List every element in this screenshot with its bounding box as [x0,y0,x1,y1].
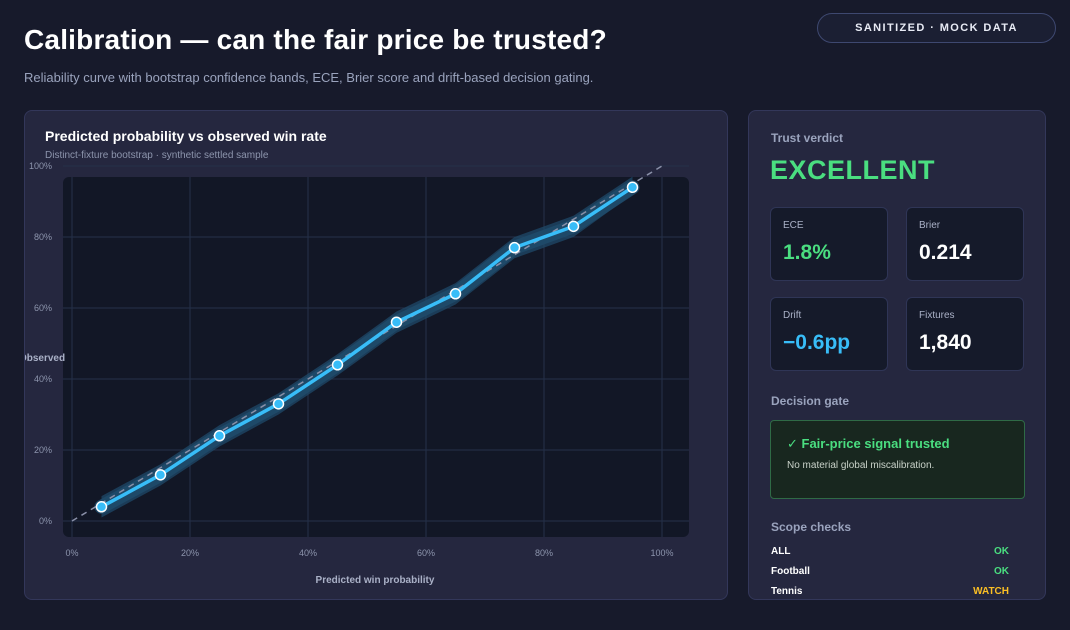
metric-card-fixtures: Fixtures 1,840 [906,297,1024,371]
scope-row-tennis: Tennis WATCH [771,586,1009,602]
gate-status-note: No material global miscalibration. [787,460,935,471]
mock-data-badge: SANITIZED · MOCK DATA [817,13,1056,43]
data-point [95,501,108,513]
metric-label: ECE [783,220,804,231]
trust-verdict-label: Trust verdict [771,131,844,145]
y-tick-label: 0% [39,516,52,526]
metric-card-drift: Drift −0.6pp [770,297,888,371]
scope-name: ALL [771,546,791,557]
reliability-chart: 0% 20% 40% 60% 80% 100% 0% 20% 40% 60% 80% 100% Pred… [25,161,689,586]
metric-card-ece: ECE 1.8% [770,207,888,281]
decision-gate-label: Decision gate [771,394,850,408]
data-point [390,316,403,328]
y-tick-label: 100% [29,161,52,171]
data-point [449,288,462,300]
scope-row-all: ALL OK [771,546,1009,562]
x-tick-label: 60% [417,548,435,558]
metric-label: Drift [783,310,802,321]
data-point [272,398,285,410]
x-tick-label: 20% [181,548,199,558]
chart-panel: 0% 20% 40% 60% 80% 100% 0% 20% 40% 60% 80% 100% Pred… [24,110,728,600]
y-tick-label: 20% [34,445,52,455]
data-point [508,241,521,254]
metric-value: 0.214 [919,241,972,264]
scope-status: WATCH [973,586,1009,597]
y-tick-label: 80% [34,232,52,242]
scope-name: Tennis [771,586,803,597]
decision-gate-box: ✓ Fair-price signal trusted No material … [770,420,1025,499]
x-axis-label: Predicted win probability [316,575,435,586]
data-point [567,220,580,233]
metric-card-brier: Brier 0.214 [906,207,1024,281]
trust-panel: Trust verdict EXCELLENT ECE 1.8% Brier 0… [748,110,1046,600]
gate-status-title: ✓ Fair-price signal trusted [787,436,950,451]
data-point [626,181,639,194]
page-title: Calibration — can the fair price be trus… [24,24,607,55]
y-tick-label: 40% [34,374,52,384]
data-point [213,430,226,442]
metric-label: Brier [919,220,941,231]
chart-title: Predicted probability vs observed win ra… [45,128,327,144]
x-tick-label: 0% [65,548,78,558]
metric-label: Fixtures [919,310,955,321]
scope-status: OK [994,566,1009,577]
page-subtitle: Reliability curve with bootstrap confide… [24,70,594,85]
reliability-curve [99,185,635,509]
x-tick-label: 40% [299,548,317,558]
scope-row-football: Football OK [771,566,1009,582]
data-point [331,359,344,371]
y-tick-label: 60% [34,303,52,313]
trust-verdict: EXCELLENT [770,155,936,185]
x-tick-label: 100% [650,548,673,558]
scope-checks-label: Scope checks [771,520,852,534]
metric-value: 1,840 [919,331,972,354]
scope-name: Football [771,566,810,577]
data-point [154,469,167,481]
x-tick-label: 80% [535,548,553,558]
chart-subtitle: Distinct-fixture bootstrap · synthetic s… [45,150,269,161]
metric-value: 1.8% [783,241,831,264]
plot-area [63,177,689,537]
metric-value: −0.6pp [783,331,851,354]
scope-status: OK [994,546,1009,557]
y-axis-label: Observed [25,353,65,364]
